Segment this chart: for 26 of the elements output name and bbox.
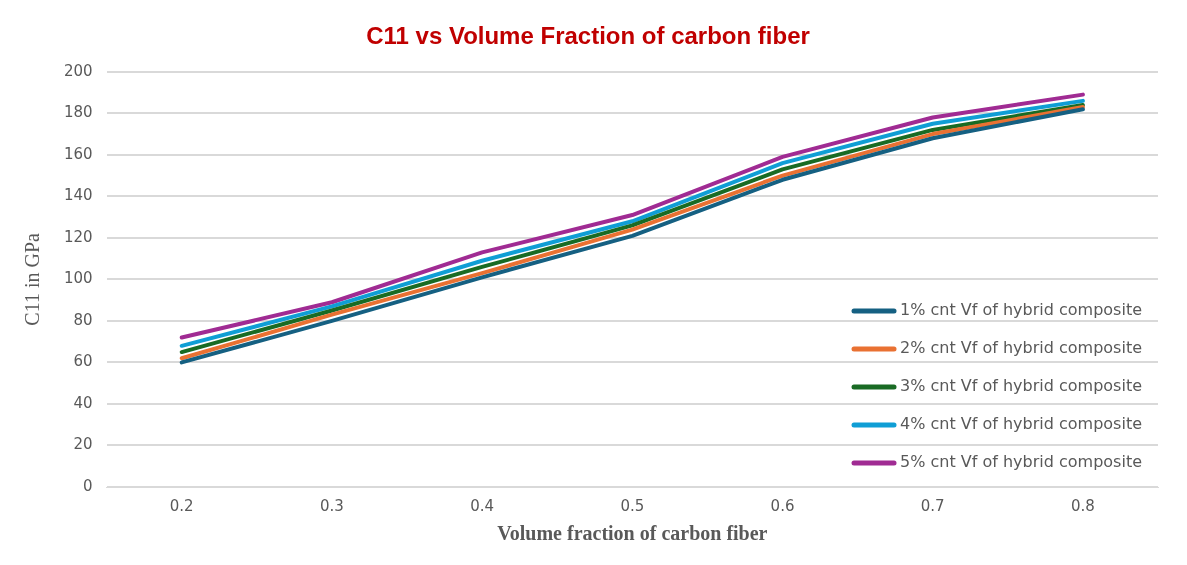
y-tick-label: 180 — [63, 103, 93, 122]
y-tick-label: 40 — [73, 393, 93, 412]
x-tick-label: 0.7 — [920, 496, 945, 515]
legend-label: 1% cnt Vf of hybrid composite — [900, 300, 1142, 320]
y-tick-label: 60 — [73, 352, 93, 371]
x-tick-label: 0.4 — [470, 496, 495, 515]
y-tick-label: 0 — [83, 476, 93, 495]
y-tick-label: 100 — [63, 269, 93, 288]
x-tick-label: 0.5 — [620, 496, 645, 515]
x-tick-label: 0.3 — [319, 496, 344, 515]
y-tick-label: 120 — [63, 227, 93, 246]
y-tick-label: 140 — [63, 186, 93, 205]
y-tick-label: 80 — [73, 310, 93, 329]
y-tick-label: 20 — [73, 435, 93, 454]
legend-label: 5% cnt Vf of hybrid composite — [900, 452, 1142, 472]
legend-label: 4% cnt Vf of hybrid composite — [900, 414, 1142, 434]
x-tick-label: 0.6 — [770, 496, 795, 515]
chart-title: C11 vs Volume Fraction of carbon fiber — [366, 22, 810, 50]
x-axis-title: Volume fraction of carbon fiber — [497, 522, 768, 545]
y-tick-label: 160 — [63, 144, 93, 163]
legend-label: 3% cnt Vf of hybrid composite — [900, 376, 1142, 396]
legend-label: 2% cnt Vf of hybrid composite — [900, 338, 1142, 358]
x-tick-label: 0.2 — [169, 496, 194, 515]
y-axis-title: C11 in GPa — [21, 232, 44, 326]
y-tick-label: 200 — [63, 61, 93, 80]
x-tick-label: 0.8 — [1070, 496, 1095, 515]
